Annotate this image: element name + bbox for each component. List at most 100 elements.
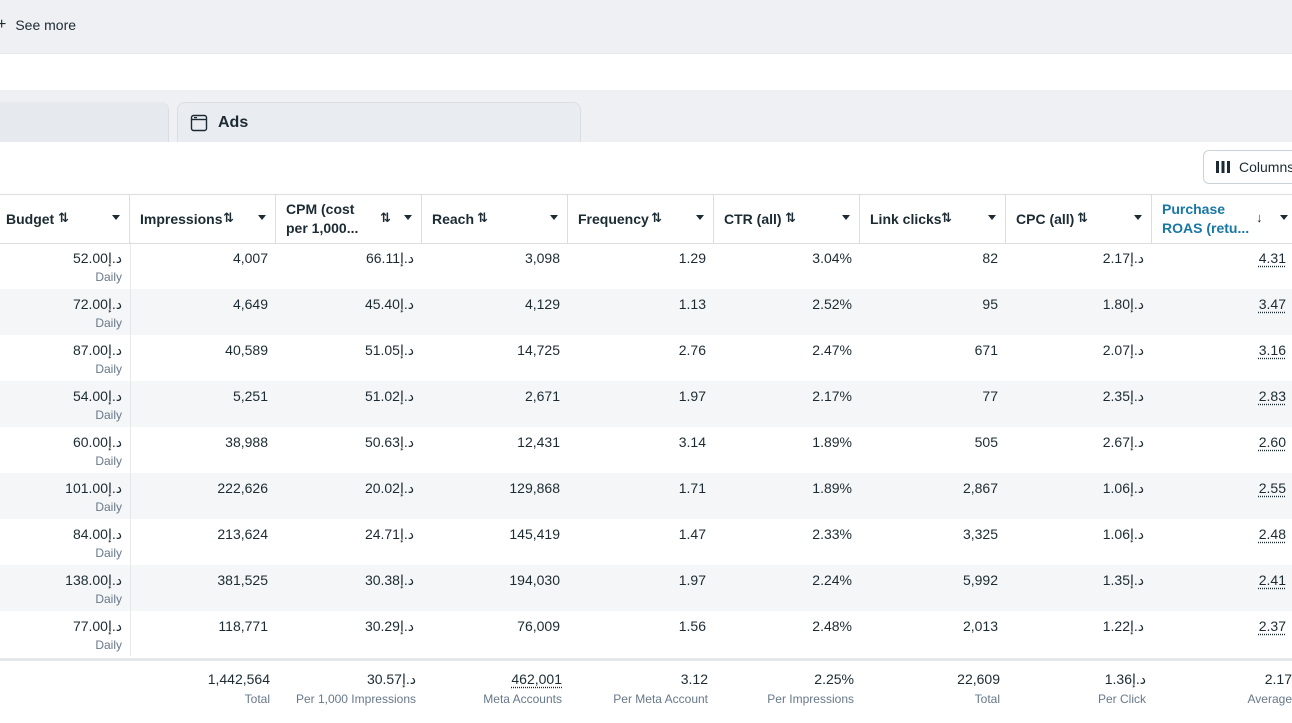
chevron-down-icon[interactable] [550,215,558,220]
reach-value: 4,129 [525,296,560,312]
frequency-value: 1.47 [679,526,706,542]
sort-icon[interactable]: ⇅ [58,210,69,226]
frequency-value: 1.29 [679,250,706,266]
cell-budget: د.إ52.00 Daily [0,243,130,289]
column-header-link-clicks[interactable]: Link clicks ⇅ [860,195,1006,243]
reach-value: 2,671 [525,388,560,404]
impressions-value: 222,626 [217,480,268,496]
column-header-reach[interactable]: Reach ⇅ [422,195,568,243]
roas-value[interactable]: 2.37 [1259,618,1286,634]
chevron-down-icon[interactable] [1280,215,1288,220]
roas-value[interactable]: 2.41 [1259,572,1286,588]
chevron-down-icon[interactable] [696,215,704,220]
roas-value[interactable]: 2.60 [1259,434,1286,450]
roas-value[interactable]: 2.83 [1259,388,1286,404]
columns-icon [1215,160,1231,174]
table-row[interactable]: د.إ54.00 Daily 5,251 د.إ51.02 2,671 1.97 2.17%… [0,381,1292,427]
chevron-down-icon[interactable] [112,215,120,220]
cell-link-clicks: 2,013 [860,611,1006,657]
table-row[interactable]: د.إ138.00 Daily 381,525 د.إ30.38 194,030 1.97… [0,565,1292,611]
sort-icon[interactable]: ⇅ [941,210,952,226]
table-row[interactable]: د.إ60.00 Daily 38,988 د.إ50.63 12,431 3.14 1.8… [0,427,1292,473]
total-reach-value[interactable]: 462,001 [511,671,562,687]
sort-icon[interactable]: ⇅ [223,210,234,226]
total-cpc: د.إ1.36 Per Click [1006,661,1152,721]
column-header-frequency[interactable]: Frequency ⇅ [568,195,714,243]
column-label-roas: Purchase ROAS (retu... [1162,195,1249,243]
cell-cpc: د.إ1.35 [1006,565,1152,611]
columns-button[interactable]: Columns [1203,150,1292,184]
tab-ads[interactable]: Ads [177,102,581,142]
column-header-ctr[interactable]: CTR (all) ⇅ [714,195,860,243]
cell-cpc: د.إ1.06 [1006,519,1152,565]
cpc-value: د.إ2.67 [1103,434,1144,451]
column-label-budget: Budget [6,195,54,243]
sort-icon[interactable]: ⇅ [785,210,796,226]
cell-budget: د.إ72.00 Daily [0,289,130,335]
roas-value[interactable]: 3.16 [1259,342,1286,358]
budget-value: د.إ72.00 [73,296,122,313]
roas-value[interactable]: 2.55 [1259,480,1286,496]
table-row[interactable]: د.إ77.00 Daily 118,771 د.إ30.29 76,009 1.56 2.… [0,611,1292,657]
cell-ctr: 1.89% [714,473,860,519]
column-header-budget[interactable]: Budget ⇅ [0,195,130,243]
cell-link-clicks: 2,867 [860,473,1006,519]
total-frequency-label: Per Meta Account [613,692,708,706]
budget-type-label: Daily [95,270,122,284]
ctr-value: 3.04% [812,250,852,266]
chevron-down-icon[interactable] [404,215,412,220]
cell-cpc: د.إ2.07 [1006,335,1152,381]
budget-value: د.إ52.00 [73,250,122,267]
see-more-button[interactable]: + See more [0,15,76,35]
ctr-value: 2.48% [812,618,852,634]
roas-value[interactable]: 2.48 [1259,526,1286,542]
cpc-value: د.إ2.35 [1103,388,1144,405]
cpm-value: د.إ20.02 [365,480,414,497]
cell-link-clicks: 95 [860,289,1006,335]
sort-icon[interactable]: ⇅ [651,210,662,226]
column-header-cpc[interactable]: CPC (all) ⇅ [1006,195,1152,243]
table-row[interactable]: د.إ87.00 Daily 40,589 د.إ51.05 14,725 2.76 2.4… [0,335,1292,381]
tab-ads-label: Ads [218,114,248,132]
sort-icon[interactable]: ⇅ [1077,210,1088,226]
chevron-down-icon[interactable] [988,215,996,220]
cell-ctr: 2.17% [714,381,860,427]
table-row[interactable]: د.إ72.00 Daily 4,649 د.إ45.40 4,129 1.13 2.52%… [0,289,1292,335]
impressions-value: 381,525 [217,572,268,588]
sort-icon[interactable]: ⇅ [477,210,488,226]
total-cpc-value: د.إ1.36 [1105,671,1146,688]
cell-impressions: 222,626 [130,473,276,519]
tab-ad-sets[interactable] [0,102,169,142]
cell-cpc: د.إ1.06 [1006,473,1152,519]
cell-impressions: 5,251 [130,381,276,427]
cell-impressions: 118,771 [130,611,276,657]
chevron-down-icon[interactable] [258,215,266,220]
cell-frequency: 1.71 [568,473,714,519]
frequency-value: 1.56 [679,618,706,634]
sort-icon[interactable]: ⇅ [380,210,391,226]
roas-value[interactable]: 3.47 [1259,296,1286,312]
cell-cpm: د.إ50.63 [276,427,422,473]
cpc-value: د.إ1.06 [1103,526,1144,543]
cpc-value: د.إ1.35 [1103,572,1144,589]
sort-desc-icon[interactable]: ↓ [1256,210,1263,225]
cell-cpc: د.إ1.80 [1006,289,1152,335]
table-row[interactable]: د.إ52.00 Daily 4,007 د.إ66.11 3,098 1.29 3.04%… [0,243,1292,289]
link-clicks-value: 95 [982,296,998,312]
cell-cpm: د.إ30.38 [276,565,422,611]
table-row[interactable]: د.إ84.00 Daily 213,624 د.إ24.71 145,419 1.47 2… [0,519,1292,565]
cell-frequency: 1.47 [568,519,714,565]
roas-value[interactable]: 4.31 [1259,250,1286,266]
chevron-down-icon[interactable] [842,215,850,220]
table-row[interactable]: د.إ101.00 Daily 222,626 د.إ20.02 129,868 1.71… [0,473,1292,519]
column-header-impressions[interactable]: Impressions ⇅ [130,195,276,243]
column-header-cpm[interactable]: CPM (cost per 1,000... ⇅ [276,195,422,243]
impressions-value: 4,007 [233,250,268,266]
column-label-cpm-line1: CPM (cost [286,200,354,219]
cell-reach: 129,868 [422,473,568,519]
cell-cpm: د.إ66.11 [276,243,422,289]
chevron-down-icon[interactable] [1134,215,1142,220]
total-frequency: 3.12 Per Meta Account [568,661,714,721]
column-header-roas[interactable]: Purchase ROAS (retu... ↓ [1152,195,1292,243]
frequency-value: 2.76 [679,342,706,358]
